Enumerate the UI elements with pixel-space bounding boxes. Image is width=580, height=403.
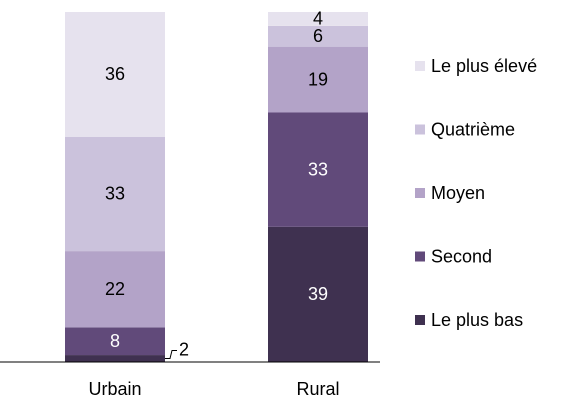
bar-segment: [65, 136, 165, 252]
x-tick-label: Urbain: [88, 379, 141, 399]
bar-segment: [268, 12, 368, 26]
legend-swatch: [415, 61, 425, 71]
data-label: 2: [179, 339, 189, 359]
legend-swatch: [415, 124, 425, 135]
data-label: 19: [308, 69, 328, 89]
legend-label: Le plus élevé: [431, 56, 537, 76]
bar-segment: [65, 12, 165, 137]
legend-swatch: [415, 188, 425, 198]
x-tick-label: Rural: [296, 379, 339, 399]
legend-swatch: [415, 315, 425, 325]
legend-label: Moyen: [431, 183, 485, 203]
data-label: 8: [110, 331, 120, 351]
data-label: 4: [313, 9, 323, 29]
bar-segment: [268, 46, 368, 113]
legend-label: Second: [431, 246, 492, 266]
legend-label: Quatrième: [431, 119, 515, 139]
data-label: 22: [105, 279, 125, 299]
data-label: 36: [105, 64, 125, 84]
data-label: 6: [313, 26, 323, 46]
legend-swatch: [415, 251, 425, 262]
bar-segment: [268, 25, 368, 47]
bar-segment: [65, 355, 165, 362]
bar-segment: [65, 327, 165, 356]
data-label: 33: [308, 159, 328, 179]
bar-segment: [268, 226, 368, 362]
bar-segment: [65, 251, 165, 328]
data-label: 33: [105, 184, 125, 204]
leader-line: [165, 350, 177, 360]
data-label: 39: [308, 284, 328, 304]
bar-segment: [268, 112, 368, 227]
legend-label: Le plus bas: [431, 310, 523, 330]
